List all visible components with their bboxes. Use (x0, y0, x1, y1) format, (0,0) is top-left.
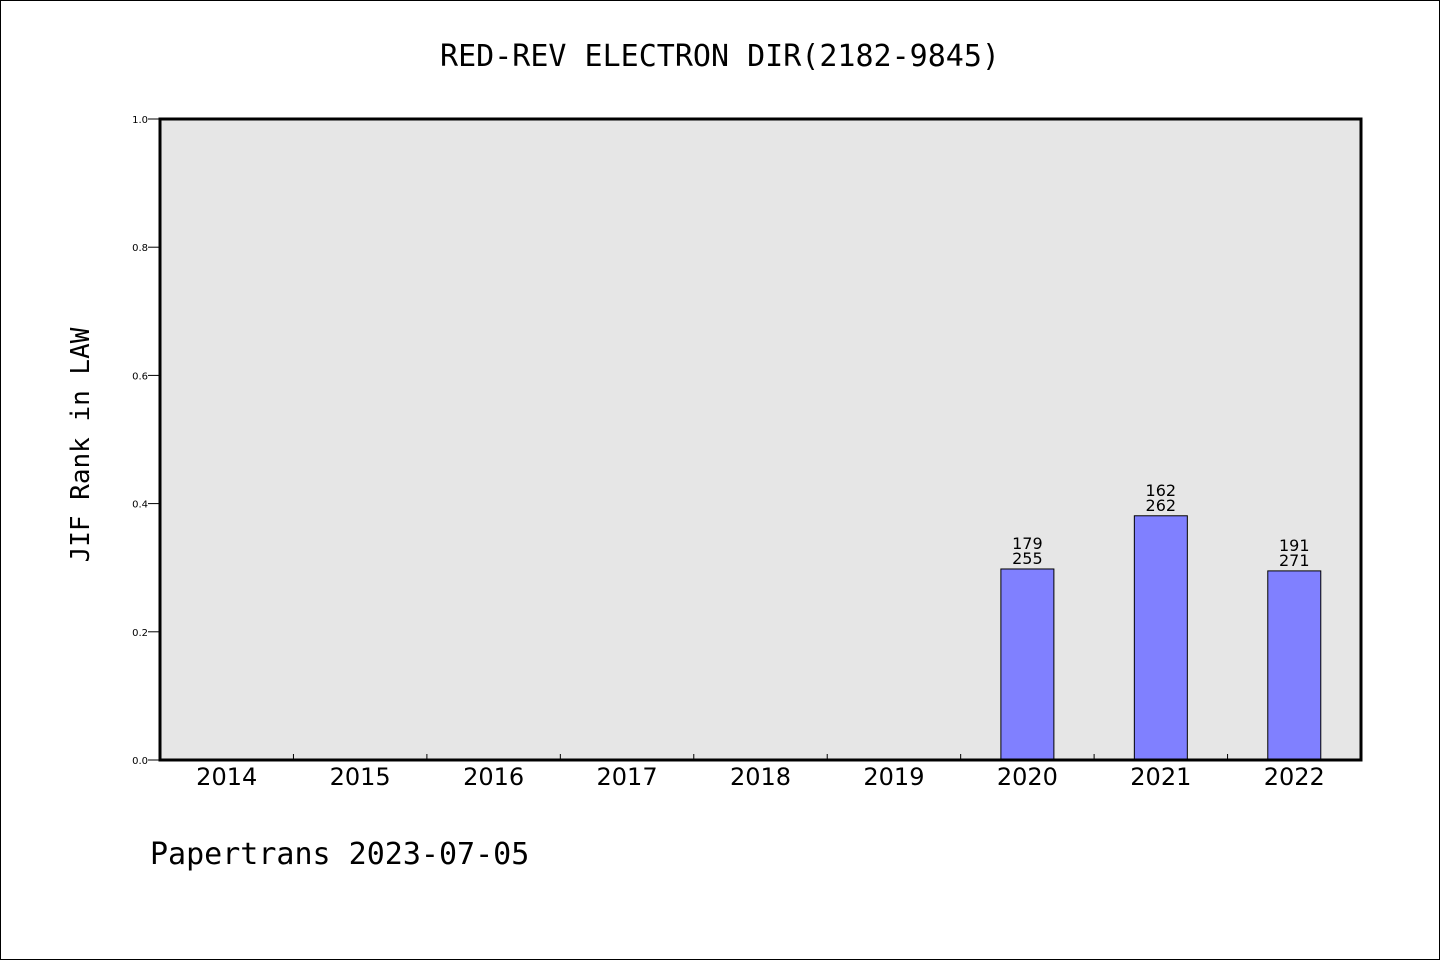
bar (1267, 570, 1322, 761)
x-axis-ticks: 2014 2015 2016 2017 2018 2019 2020 2021 2022 (196, 754, 1325, 791)
y-tick-label: 1.0 (132, 115, 148, 126)
plot-border (158, 117, 1363, 762)
x-tick-label: 2016 (463, 763, 524, 791)
x-tick-label: 2021 (1130, 763, 1191, 791)
x-tick-label: 2018 (730, 763, 791, 791)
footer-text: Papertrans 2023-07-05 (150, 837, 529, 872)
x-tick-label: 2017 (597, 763, 658, 791)
bar-total-label: 255 (1012, 549, 1043, 568)
bar (1000, 568, 1055, 761)
x-tick-label: 2019 (863, 763, 924, 791)
bar-total-label: 262 (1146, 496, 1177, 515)
x-tick-label: 2022 (1264, 763, 1325, 791)
bar-rank-label: 191 (1279, 536, 1310, 555)
bar-rank-label: 162 (1146, 481, 1177, 500)
y-tick-label: 0.8 (132, 243, 148, 254)
y-axis-label: JIF Rank in LAW (66, 327, 96, 562)
bar-total-label: 271 (1279, 551, 1310, 570)
y-tick-label: 0.4 (132, 500, 148, 511)
chart-title: RED-REV ELECTRON DIR(2182-9845) (440, 39, 1000, 74)
x-tick-label: 2015 (330, 763, 391, 791)
bars-group (1000, 515, 1322, 761)
y-tick-label: 0.6 (132, 371, 148, 382)
x-tick-label: 2014 (196, 763, 257, 791)
y-tick-label: 0.2 (132, 628, 148, 639)
x-tick-label: 2020 (997, 763, 1058, 791)
y-tick-label: 0.0 (132, 756, 148, 767)
bar (1133, 515, 1188, 761)
y-axis-ticks: 0.0 0.2 0.4 0.6 0.8 1.0 (132, 115, 160, 767)
bar-rank-label: 179 (1012, 534, 1043, 553)
